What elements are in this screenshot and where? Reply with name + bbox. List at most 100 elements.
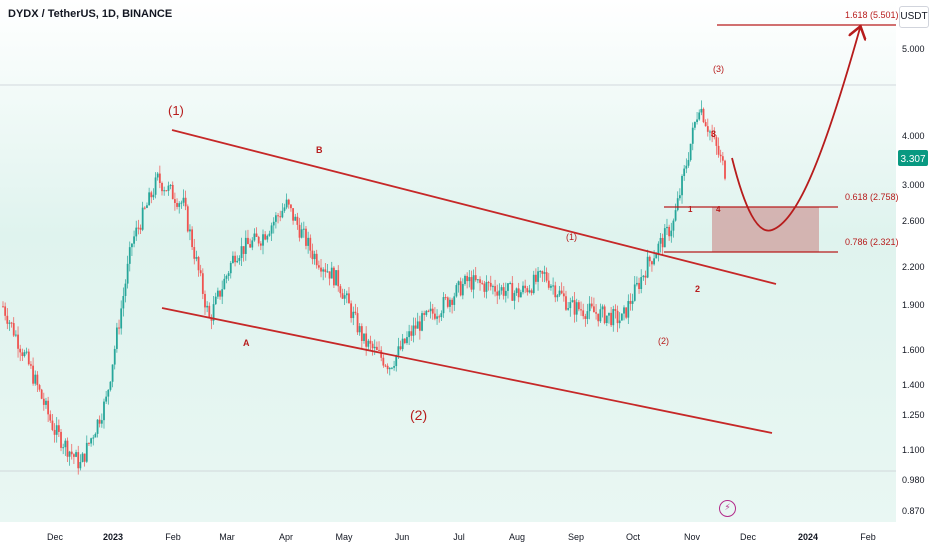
candle-body [296, 216, 299, 225]
wave-label-iii: 3 [711, 129, 716, 139]
candle-body [554, 285, 557, 298]
channel-upper-line[interactable] [171, 129, 777, 285]
candle-body [139, 227, 142, 230]
price-axis-panel [896, 0, 932, 550]
candle-body [378, 349, 380, 351]
candle-body [496, 291, 499, 296]
candle-body [143, 207, 146, 209]
candle-body [171, 184, 174, 200]
candle-body [620, 313, 623, 321]
candle-body [66, 440, 69, 457]
candle-body [14, 334, 17, 336]
candle-body [635, 282, 638, 285]
candle-body [388, 367, 391, 370]
projection-arrow[interactable] [731, 28, 860, 232]
candle-body [180, 202, 183, 204]
wave-label-ii: 2 [695, 284, 700, 294]
wave-label-a: A [243, 338, 250, 348]
candle-body [517, 288, 520, 298]
candle-body [657, 243, 660, 255]
candle-body [360, 326, 363, 341]
candle-body [629, 301, 632, 304]
x-tick-dec: Dec [47, 532, 64, 542]
candle-body [309, 237, 312, 251]
candle-body [706, 126, 709, 132]
candle-body [593, 306, 595, 313]
candle-body [545, 272, 548, 281]
candle-body [556, 295, 559, 298]
candle-body [449, 299, 451, 307]
candle-body [408, 331, 411, 338]
candle-body [614, 309, 617, 311]
candle-body [317, 265, 320, 268]
candle-body [240, 246, 243, 259]
candle-body [375, 346, 378, 350]
x-tick-oct: Oct [626, 532, 641, 542]
candle-body [300, 229, 303, 238]
candle-body [281, 210, 284, 218]
candle-body [330, 267, 333, 279]
candle-body [253, 233, 256, 241]
x-tick-may: May [335, 532, 353, 542]
candle-body [492, 286, 494, 288]
candle-body [229, 262, 232, 274]
wave-label-1-minor: (1) [566, 232, 577, 242]
candle-body [543, 272, 546, 274]
candle-body [434, 313, 436, 319]
candle-body [500, 287, 503, 291]
candle-body [107, 389, 110, 397]
candle-body [49, 414, 52, 421]
lightning-icon[interactable]: ⚡ [719, 500, 736, 517]
candle-body [373, 346, 376, 349]
candle-body [2, 306, 4, 308]
candle-body [504, 290, 507, 296]
x-tick-dec-2023: Dec [740, 532, 757, 542]
candle-body [4, 306, 7, 316]
candle-body [311, 250, 314, 260]
candle-body [156, 173, 159, 178]
candle-body [560, 290, 563, 294]
candle-body [698, 112, 701, 120]
candle-body [601, 306, 604, 310]
candle-body [382, 357, 385, 366]
candle-body [279, 216, 282, 218]
candle-body [539, 271, 542, 273]
candle-body [395, 355, 398, 367]
candle-body [573, 300, 576, 315]
candle-body [176, 202, 178, 207]
candle-body [580, 309, 582, 311]
candle-body [206, 305, 209, 308]
candle-body [154, 177, 157, 195]
candle-body [651, 261, 653, 265]
candle-body [418, 321, 421, 331]
candle-body [683, 168, 686, 176]
chart-background [0, 0, 896, 522]
candle-body [94, 433, 97, 438]
candle-body [455, 285, 458, 297]
currency-button[interactable]: USDT [899, 6, 929, 28]
candle-body [113, 348, 116, 365]
candle-body [459, 281, 462, 296]
candle-body [550, 285, 552, 288]
candle-body [135, 227, 138, 237]
candle-body [464, 275, 466, 285]
candle-body [266, 235, 269, 240]
candle-body [487, 282, 490, 284]
last-price-label: 3.307 [900, 154, 925, 165]
candle-body [219, 290, 221, 297]
candle-body [109, 381, 112, 390]
candle-body [481, 282, 484, 284]
candle-body [214, 296, 217, 305]
channel-lower-line[interactable] [161, 307, 773, 434]
candle-body [167, 185, 170, 191]
candle-body [406, 337, 408, 344]
candle-body [105, 396, 108, 402]
candle-body [403, 338, 406, 344]
candle-body [502, 287, 505, 296]
candle-body [324, 269, 327, 272]
candle-body [21, 352, 24, 357]
candle-body [440, 313, 443, 318]
candle-body [227, 273, 230, 276]
candle-body [410, 331, 413, 336]
